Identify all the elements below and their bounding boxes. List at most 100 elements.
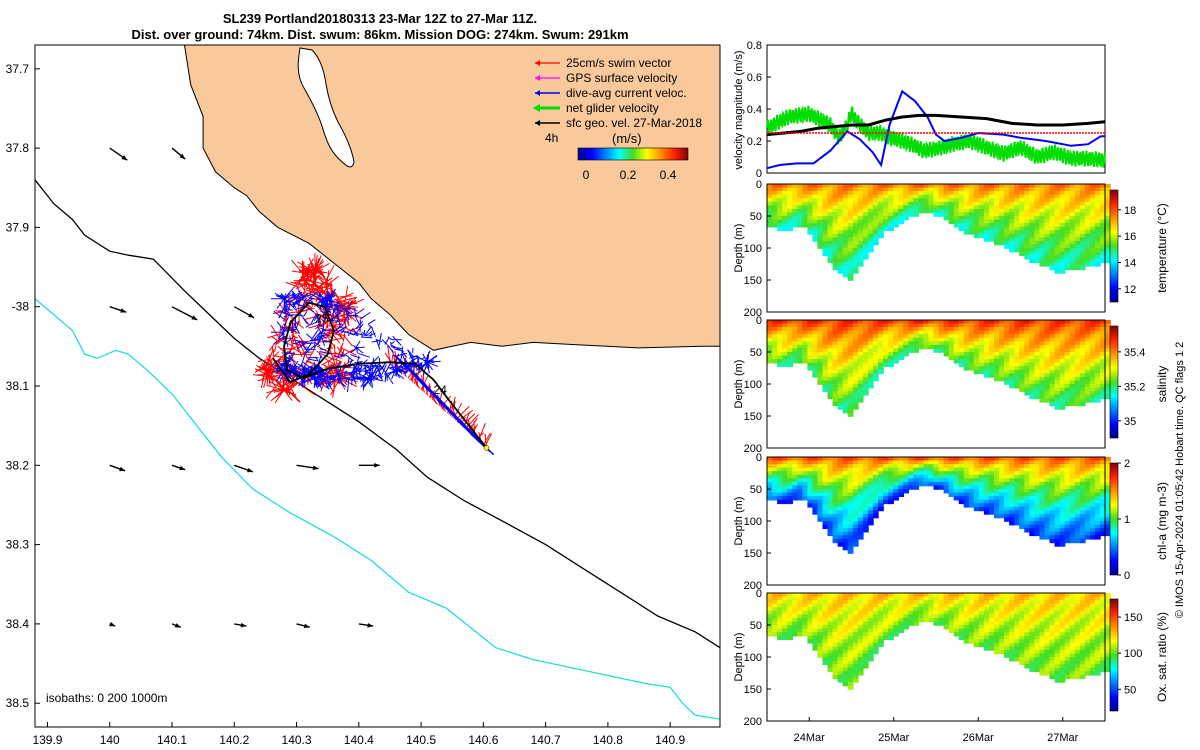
current-vector	[338, 308, 344, 314]
section-cell	[1049, 474, 1056, 480]
section-cell	[822, 216, 829, 221]
section-cell	[938, 457, 945, 462]
section-cell	[1089, 380, 1096, 385]
section-cell	[772, 617, 778, 623]
section-cell	[1084, 474, 1091, 480]
section-cell	[978, 369, 985, 375]
section-cell	[867, 506, 874, 512]
section-cell	[1094, 517, 1101, 522]
section-cell	[822, 474, 829, 480]
section-cell	[983, 503, 990, 508]
section-cell	[847, 464, 854, 469]
section-cell	[847, 244, 854, 249]
current-vector	[373, 368, 379, 378]
section-cell	[817, 517, 824, 522]
section-cell	[1044, 506, 1051, 512]
section-cell	[983, 216, 990, 221]
section-cell	[802, 348, 809, 353]
section-cell	[1049, 187, 1056, 192]
section-cell	[1089, 373, 1096, 378]
section-cell	[767, 198, 773, 203]
section-cell	[1049, 373, 1056, 378]
section-cell	[802, 478, 809, 483]
section-cell	[1069, 248, 1076, 253]
section-cell	[903, 467, 909, 473]
section-cell	[918, 460, 925, 465]
section-cell	[1069, 380, 1076, 385]
section-cell	[1064, 344, 1071, 350]
section-cell	[1009, 334, 1015, 339]
current-vector	[313, 378, 316, 389]
section-cell	[1054, 348, 1061, 353]
section-cell	[1100, 460, 1106, 465]
section-cell	[1054, 330, 1061, 336]
current-vector	[375, 338, 383, 343]
section-cell	[767, 348, 773, 353]
section-cell	[832, 265, 839, 271]
section-cell	[1064, 219, 1071, 224]
section-cell	[1064, 248, 1071, 253]
section-cell	[817, 359, 824, 364]
current-vector	[344, 377, 349, 383]
section-cell	[842, 327, 849, 332]
section-cell	[958, 464, 965, 469]
section-cell	[1024, 503, 1031, 508]
section-cell	[1044, 467, 1051, 473]
section-cell	[1100, 359, 1106, 364]
section-cell	[1100, 334, 1106, 339]
section-cell	[1094, 503, 1101, 508]
section-cell	[968, 337, 975, 343]
section-cell	[807, 366, 814, 371]
section-cell	[862, 201, 869, 207]
section-cell	[842, 244, 849, 249]
geo-arrow-head	[303, 623, 310, 629]
section-cell	[1094, 528, 1101, 533]
section-cell	[1044, 471, 1051, 476]
section-cell	[842, 251, 849, 256]
section-cell	[918, 464, 925, 469]
section-cell	[862, 384, 869, 389]
section-cell	[842, 334, 849, 339]
section-cell	[1074, 240, 1081, 246]
section-cell	[827, 187, 834, 192]
section-cell	[847, 240, 854, 246]
section-cell	[1019, 485, 1025, 490]
section-cell	[837, 380, 844, 385]
section-cell	[953, 205, 960, 210]
section-cell	[1074, 513, 1081, 519]
section-cell	[817, 244, 824, 249]
section-cell	[1100, 481, 1106, 487]
section-cell	[827, 373, 834, 378]
section-cell	[1004, 323, 1010, 328]
section-cell	[1014, 327, 1020, 332]
section-cell	[928, 467, 935, 473]
section-cell	[767, 614, 773, 619]
section-cell	[847, 401, 854, 407]
section-cell	[1100, 237, 1106, 242]
section-cell	[1039, 208, 1046, 214]
section-cell	[963, 208, 970, 214]
section-cell	[878, 359, 884, 364]
section-cell	[1004, 348, 1010, 353]
section-cell	[1094, 341, 1101, 346]
section-cell	[817, 205, 824, 210]
swim-vector	[285, 281, 299, 288]
section-cell	[847, 380, 854, 385]
section-cell	[1079, 369, 1086, 375]
swim-vector	[266, 384, 285, 391]
section-cell	[1029, 369, 1036, 375]
section-cell	[777, 330, 783, 336]
section-cell	[802, 460, 809, 465]
section-cell	[1014, 362, 1020, 368]
current-vector	[371, 377, 384, 382]
section-cell	[1029, 258, 1036, 264]
section-cell	[1049, 355, 1056, 360]
section-cell	[1105, 467, 1111, 473]
section-cell	[1054, 460, 1061, 465]
current-vector	[355, 320, 364, 329]
section-cell	[1089, 344, 1096, 350]
section-cell	[1059, 405, 1066, 410]
section-cell	[832, 198, 839, 203]
section-cell	[989, 198, 995, 203]
section-cell	[1089, 248, 1096, 253]
